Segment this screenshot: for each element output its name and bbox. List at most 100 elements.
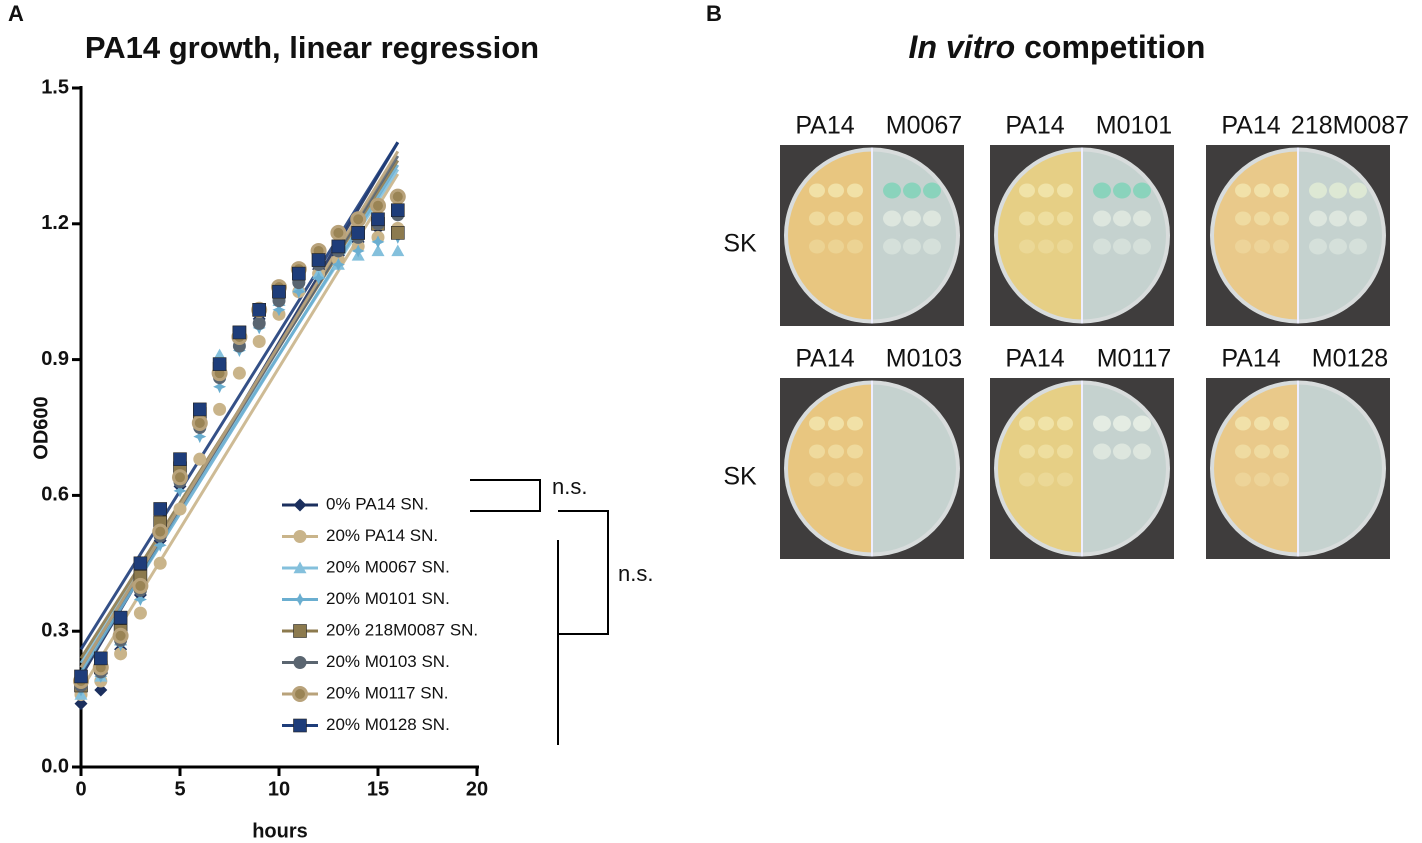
colony	[809, 444, 825, 459]
marker	[213, 402, 227, 416]
colony	[847, 239, 863, 254]
colony	[1349, 238, 1367, 255]
legend-label: 20% PA14 SN.	[326, 526, 438, 545]
colony	[1038, 444, 1054, 459]
marker	[193, 402, 207, 417]
marker	[390, 226, 405, 240]
x-axis-label: hours	[252, 820, 308, 842]
legend-marker	[293, 593, 307, 606]
colony	[1113, 238, 1131, 255]
marker	[350, 211, 367, 228]
marker	[113, 610, 128, 625]
x-tick-label: 15	[367, 778, 389, 800]
marker	[351, 244, 365, 258]
marker	[292, 285, 306, 299]
colony	[1133, 443, 1151, 460]
colony	[1235, 183, 1251, 198]
colony	[847, 211, 863, 226]
legend-marker	[293, 624, 307, 638]
chart-title: PA14 growth, linear regression	[85, 30, 539, 65]
points	[73, 188, 406, 711]
marker	[312, 271, 326, 285]
marker	[133, 593, 147, 606]
panel-label: B	[706, 1, 722, 26]
colony	[828, 444, 844, 459]
colony	[1057, 239, 1073, 254]
plate-right	[872, 384, 957, 553]
marker	[114, 647, 128, 661]
y-tick-label: 0.6	[41, 484, 69, 506]
marker	[94, 683, 108, 697]
colony	[1254, 444, 1270, 459]
colony	[1273, 472, 1289, 487]
colony	[1273, 239, 1289, 254]
colony	[847, 444, 863, 459]
colony	[1273, 183, 1289, 198]
panel-title: In vitro competition	[909, 29, 1206, 65]
colony	[847, 183, 863, 198]
plate-label: PA14	[1221, 345, 1280, 373]
colony	[1019, 444, 1035, 459]
marker	[193, 452, 207, 466]
x-tick-label: 5	[174, 778, 185, 800]
plate-label: M0128	[1312, 345, 1388, 373]
colony	[903, 182, 921, 199]
colony	[1235, 239, 1251, 254]
marker	[370, 197, 386, 214]
colony	[847, 416, 863, 431]
title-part: In vitro	[909, 29, 1016, 65]
plate-label: PA14	[1005, 345, 1064, 373]
colony	[1349, 182, 1367, 199]
colony	[1329, 210, 1347, 227]
fit-line	[79, 173, 400, 691]
y-tick-label: 1.5	[41, 76, 69, 98]
colony	[923, 182, 941, 199]
colony	[809, 183, 825, 198]
colony	[1093, 238, 1111, 255]
x-tick-label: 0	[75, 778, 86, 800]
colony	[1093, 443, 1111, 460]
colony	[1309, 182, 1327, 199]
colony	[923, 238, 941, 255]
plate-label: 218M0087	[1291, 112, 1409, 140]
legend-marker	[293, 498, 307, 512]
colony	[883, 182, 901, 199]
row-label: SK	[723, 463, 757, 491]
colony	[1254, 416, 1270, 431]
legend-marker	[293, 656, 307, 669]
x-tick-label: 20	[466, 778, 488, 800]
colony	[1057, 472, 1073, 487]
colony	[1273, 211, 1289, 226]
colony	[903, 238, 921, 255]
colony	[1133, 210, 1151, 227]
colony	[1235, 211, 1251, 226]
colony	[1349, 210, 1367, 227]
plates: SK PA14 M0067 PA14 M0101 PA14 218M0087 SK PA14 M0…	[723, 112, 1409, 559]
marker	[330, 224, 347, 241]
colony	[1019, 416, 1035, 431]
legend-label: 20% M0067 SN.	[326, 557, 450, 576]
colony	[828, 416, 844, 431]
colony	[1309, 210, 1327, 227]
colony	[1235, 472, 1251, 487]
marker	[311, 253, 326, 267]
legend-marker	[293, 561, 307, 574]
marker	[252, 316, 266, 330]
marker	[74, 697, 88, 711]
legend-label: 20% M0128 SN.	[326, 715, 450, 734]
colony	[1038, 239, 1054, 254]
colony	[809, 472, 825, 487]
colony	[1038, 211, 1054, 226]
plate-label: M0117	[1097, 345, 1172, 373]
plate-label: PA14	[1221, 112, 1280, 140]
marker	[291, 266, 306, 281]
marker	[153, 502, 167, 516]
bracket	[558, 510, 609, 635]
colony	[1309, 238, 1327, 255]
marker	[173, 452, 187, 466]
colony	[1273, 444, 1289, 459]
plate-label: M0101	[1096, 112, 1172, 140]
colony	[1038, 183, 1054, 198]
legend-label: 20% M0101 SN.	[326, 589, 450, 608]
marker	[371, 244, 385, 257]
